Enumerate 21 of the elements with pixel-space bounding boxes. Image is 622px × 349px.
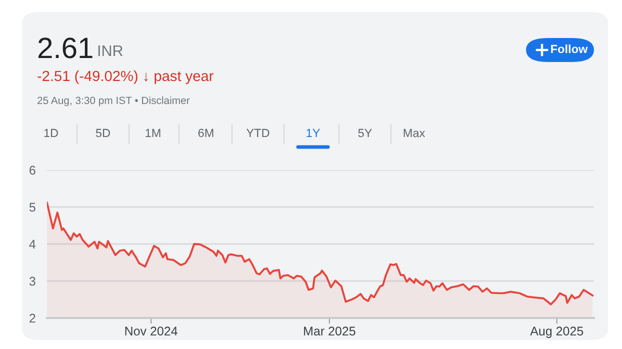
y-tick-label: 2 bbox=[30, 314, 36, 323]
text: 25 Aug, 3:30 pm IST • Disclaimer bbox=[38, 96, 190, 106]
text: YTD bbox=[246, 128, 270, 138]
text: 6M bbox=[198, 128, 214, 138]
text: Follow bbox=[551, 44, 588, 54]
text: 1Y bbox=[306, 128, 320, 138]
text: -2.51 (-49.02%) ↓ past year bbox=[38, 70, 214, 84]
y-tick-label: 6 bbox=[30, 166, 36, 175]
text: 1D bbox=[44, 128, 58, 138]
y-tick-label: 3 bbox=[29, 276, 36, 286]
x-tick-label: Nov 2024 bbox=[125, 326, 178, 336]
x-tick-label: Mar 2025 bbox=[304, 326, 356, 336]
text: 1M bbox=[146, 128, 160, 138]
chart-subtitle: INR bbox=[98, 45, 123, 56]
y-tick-label: 4 bbox=[29, 240, 36, 249]
x-tick-label: Aug 2025 bbox=[530, 326, 584, 338]
text: 5Y bbox=[358, 128, 372, 138]
text: Max bbox=[404, 128, 426, 138]
text: 5D bbox=[96, 128, 110, 138]
y-tick-label: 5 bbox=[29, 202, 36, 212]
chart-title: 2.61 bbox=[38, 38, 92, 58]
